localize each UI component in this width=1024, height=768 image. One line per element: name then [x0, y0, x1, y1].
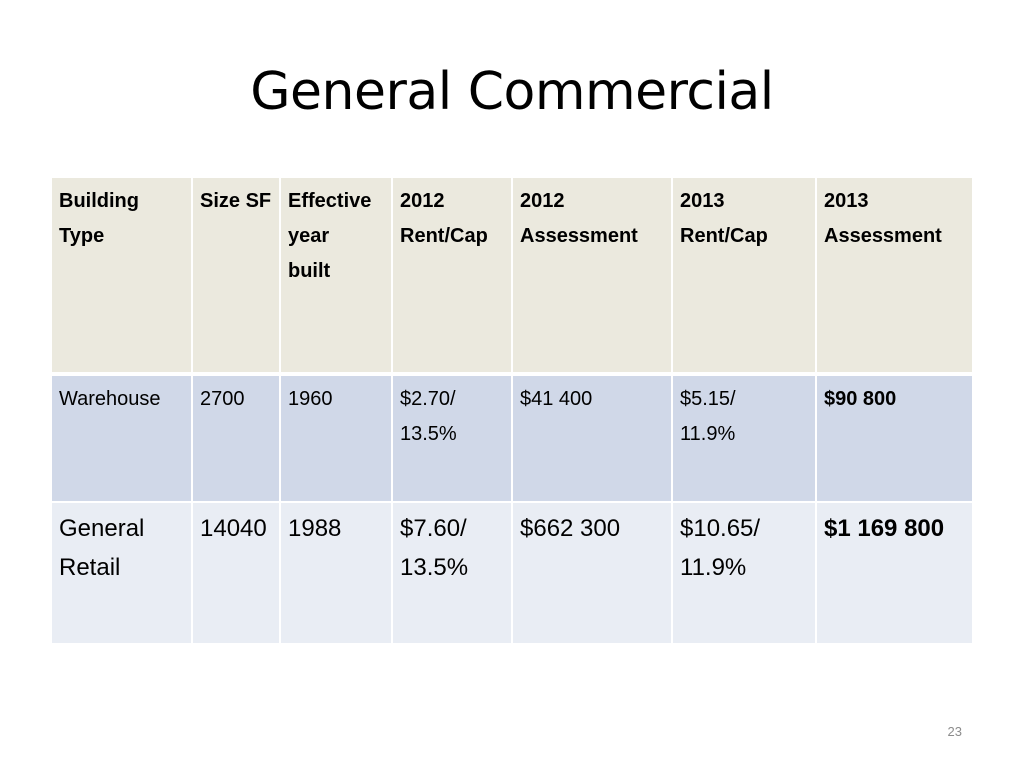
cell-building-type: Warehouse — [52, 374, 193, 503]
cell-2013-assessment: $1 169 800 — [816, 502, 972, 643]
cell-effective-year: 1960 — [280, 374, 393, 503]
cell-2013-rent-cap: $5.15/11.9% — [672, 374, 817, 503]
cell-size-sf: 2700 — [192, 374, 281, 503]
cell-2013-rent-cap: $10.65/11.9% — [672, 502, 817, 643]
slide-title: General Commercial — [250, 62, 774, 122]
cell-2012-rent-cap: $2.70/13.5% — [392, 374, 513, 503]
cell-effective-year: 1988 — [280, 502, 393, 643]
cell-2012-assessment: $662 300 — [512, 502, 673, 643]
cell-size-sf: 14040 — [192, 502, 281, 643]
header-2012-rent-cap: 2012 Rent/Cap — [392, 178, 513, 376]
table-row: General Retail 14040 1988 $7.60/13.5% $66… — [52, 502, 972, 643]
header-2012-assessment: 2012 Assessment — [512, 178, 673, 376]
cell-2013-assessment: $90 800 — [816, 374, 972, 503]
cell-2012-rent-cap: $7.60/13.5% — [392, 502, 513, 643]
assessment-table: Building Type Size SF Effective year built … — [52, 178, 972, 643]
cell-building-type: General Retail — [52, 502, 193, 643]
header-2013-rent-cap: 2013 Rent/Cap — [672, 178, 817, 376]
table-row: Warehouse 2700 1960 $2.70/13.5% $41 400 … — [52, 374, 972, 503]
header-effective-year-built: Effective year built — [280, 178, 393, 376]
header-2013-assessment: 2013 Assessment — [816, 178, 972, 376]
page-number: 23 — [947, 724, 962, 739]
table-header-row: Building Type Size SF Effective year built … — [52, 178, 972, 376]
header-size-sf: Size SF — [192, 178, 281, 376]
header-building-type: Building Type — [52, 178, 193, 376]
cell-2012-assessment: $41 400 — [512, 374, 673, 503]
